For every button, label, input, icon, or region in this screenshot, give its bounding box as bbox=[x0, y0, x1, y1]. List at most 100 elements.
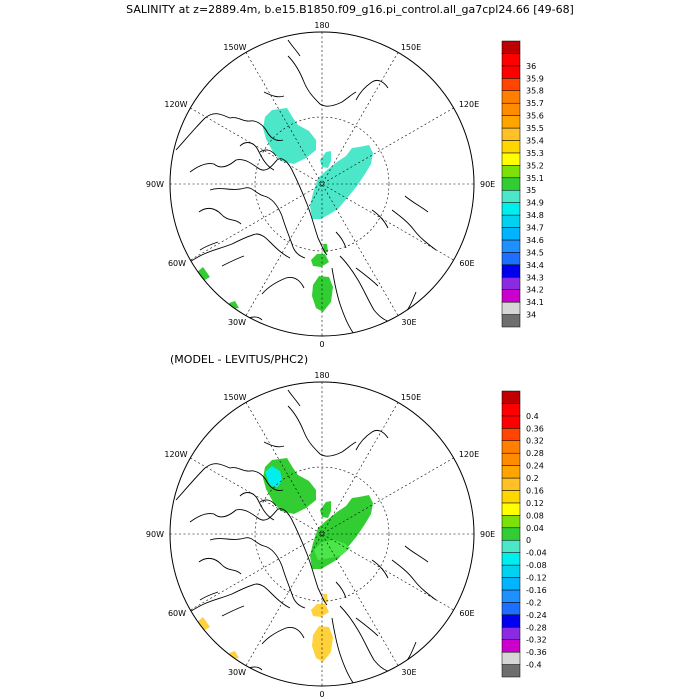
difference-colorbar-tick-label: 0.08 bbox=[526, 511, 544, 520]
lon-label-150w: 150W bbox=[223, 43, 246, 52]
lon-label-150w: 150W bbox=[223, 393, 246, 402]
salinity-colorbar-tick-label: 35.8 bbox=[526, 87, 544, 96]
salinity-colorbar-swatch bbox=[501, 102, 521, 116]
bottom-polar-map: 180 0 90W 90E 150W 150E 120W 120E 60W 60… bbox=[146, 371, 495, 699]
difference-colorbar-swatch bbox=[501, 651, 521, 665]
salinity-colorbar-tick-label: 34.6 bbox=[526, 236, 544, 245]
salinity-colorbar-tick-label: 35.2 bbox=[526, 161, 544, 170]
salinity-region-fram-strait bbox=[311, 254, 329, 267]
salinity-colorbar-swatch bbox=[501, 127, 521, 141]
salinity-colorbar-swatch bbox=[501, 289, 521, 303]
salinity-colorbar-tick-label: 34.3 bbox=[526, 273, 544, 282]
difference-colorbar-swatch bbox=[501, 614, 521, 628]
salinity-colorbar-swatch bbox=[501, 277, 521, 290]
lon-label-120w: 120W bbox=[164, 100, 187, 109]
difference-colorbar-tick-label: 0.4 bbox=[526, 412, 539, 421]
lon-label-180: 180 bbox=[314, 371, 329, 380]
difference-colorbar-tick-label: 0.32 bbox=[526, 437, 544, 446]
salinity-colorbar-tick-label: 35.9 bbox=[526, 74, 544, 83]
difference-colorbar-swatch bbox=[501, 627, 521, 640]
salinity-colorbar-tick-label: 34.7 bbox=[526, 224, 544, 233]
plot-title: SALINITY at z=2889.4m, b.e15.B1850.f09_g… bbox=[126, 3, 574, 16]
difference-colorbar-tick-label: -0.08 bbox=[526, 561, 547, 570]
lon-label-60e: 60E bbox=[459, 259, 474, 268]
salinity-colorbar-swatch bbox=[501, 239, 521, 253]
difference-colorbar-swatch bbox=[501, 490, 521, 504]
salinity-colorbar-tick-label: 34.8 bbox=[526, 211, 544, 220]
salinity-colorbar-swatch bbox=[501, 252, 521, 266]
salinity-colorbar-swatch bbox=[501, 264, 521, 278]
salinity-colorbar-swatch bbox=[501, 177, 521, 191]
salinity-colorbar-swatch bbox=[501, 65, 521, 79]
salinity-region-canada-basin bbox=[263, 108, 316, 164]
difference-colorbar-tick-label: 0.36 bbox=[526, 424, 544, 433]
salinity-region-central-arctic bbox=[310, 145, 373, 219]
difference-colorbar-tick-label: 0.28 bbox=[526, 449, 544, 458]
salinity-colorbar-tick-label: 35.6 bbox=[526, 112, 544, 121]
difference-colorbar-tick-label: -0.24 bbox=[526, 611, 547, 620]
salinity-colorbar-swatch bbox=[501, 115, 521, 129]
diff-region-labrador bbox=[197, 617, 210, 631]
salinity-colorbar-swatch bbox=[501, 53, 521, 67]
difference-colorbar-tick-label: 0.16 bbox=[526, 486, 544, 495]
difference-colorbar: -0.4 -0.36 -0.32 -0.28 -0.24 -0.2 -0.16 -0.12 -0… bbox=[501, 390, 547, 678]
lon-label-90w: 90W bbox=[146, 530, 164, 539]
salinity-colorbar-swatch bbox=[501, 189, 521, 203]
salinity-region-labrador bbox=[197, 267, 210, 281]
difference-colorbar-tick-label: -0.36 bbox=[526, 648, 547, 657]
difference-colorbar-swatch bbox=[501, 390, 521, 404]
lon-label-120e: 120E bbox=[459, 450, 479, 459]
difference-colorbar-swatch bbox=[501, 428, 521, 441]
difference-colorbar-tick-label: -0.2 bbox=[526, 598, 542, 607]
difference-colorbar-tick-label: -0.04 bbox=[526, 549, 547, 558]
salinity-colorbar-tick-label: 34 bbox=[526, 311, 536, 320]
lon-label-30e: 30E bbox=[401, 318, 416, 327]
difference-colorbar-swatch bbox=[501, 639, 521, 653]
salinity-colorbar-tick-label: 35.4 bbox=[526, 136, 544, 145]
difference-colorbar-tick-label: -0.4 bbox=[526, 661, 542, 670]
lon-label-30w: 30W bbox=[228, 668, 246, 677]
salinity-colorbar-tick-label: 35 bbox=[526, 186, 536, 195]
diff-region-canada-cyan bbox=[265, 466, 282, 487]
difference-colorbar-swatch bbox=[501, 440, 521, 454]
top-polar-map: 180 0 90W 90E 150W 150E 120W 120E 60W 60… bbox=[146, 21, 495, 349]
salinity-colorbar-swatch bbox=[501, 202, 521, 216]
difference-colorbar-swatch bbox=[501, 577, 521, 591]
diff-region-nordic-dot bbox=[323, 594, 328, 603]
salinity-colorbar: 34 34.1 34.2 34.3 34.4 34.5 34.6 34.7 34.8 34.9 35… bbox=[501, 40, 544, 328]
difference-colorbar-tick-label: -0.28 bbox=[526, 623, 547, 632]
salinity-colorbar-swatch bbox=[501, 214, 521, 228]
difference-colorbar-swatch bbox=[501, 403, 521, 417]
salinity-colorbar-tick-label: 35.7 bbox=[526, 99, 544, 108]
salinity-colorbar-swatch bbox=[501, 152, 521, 166]
lon-label-30w: 30W bbox=[228, 318, 246, 327]
difference-colorbar-swatch bbox=[501, 452, 521, 466]
difference-colorbar-tick-label: 0.12 bbox=[526, 499, 544, 508]
diff-region-small-arctic bbox=[320, 501, 331, 518]
salinity-colorbar-swatch bbox=[501, 90, 521, 104]
difference-colorbar-tick-label: 0.04 bbox=[526, 524, 544, 533]
difference-colorbar-swatch bbox=[501, 477, 521, 491]
lon-label-150e: 150E bbox=[401, 393, 421, 402]
salinity-colorbar-tick-label: 34.5 bbox=[526, 248, 544, 257]
salinity-colorbar-tick-label: 34.4 bbox=[526, 261, 544, 270]
lon-label-90e: 90E bbox=[480, 180, 495, 189]
salinity-colorbar-swatch bbox=[501, 301, 521, 315]
salinity-colorbar-tick-label: 34.1 bbox=[526, 298, 544, 307]
difference-colorbar-tick-label: 0.24 bbox=[526, 462, 544, 471]
salinity-colorbar-swatch bbox=[501, 140, 521, 154]
difference-colorbar-swatch bbox=[501, 465, 521, 479]
salinity-colorbar-tick-label: 35.5 bbox=[526, 124, 544, 133]
diff-region-greenland-sea bbox=[312, 626, 333, 662]
difference-colorbar-swatch bbox=[501, 552, 521, 566]
difference-colorbar-swatch bbox=[501, 664, 521, 678]
difference-colorbar-tick-label: -0.12 bbox=[526, 574, 547, 583]
lon-label-120w: 120W bbox=[164, 450, 187, 459]
difference-colorbar-tick-label: 0 bbox=[526, 536, 531, 545]
lon-label-0: 0 bbox=[319, 340, 324, 349]
salinity-region-greenland-sea bbox=[312, 276, 333, 312]
lon-label-0: 0 bbox=[319, 690, 324, 699]
lon-label-90w: 90W bbox=[146, 180, 164, 189]
lon-label-90e: 90E bbox=[480, 530, 495, 539]
